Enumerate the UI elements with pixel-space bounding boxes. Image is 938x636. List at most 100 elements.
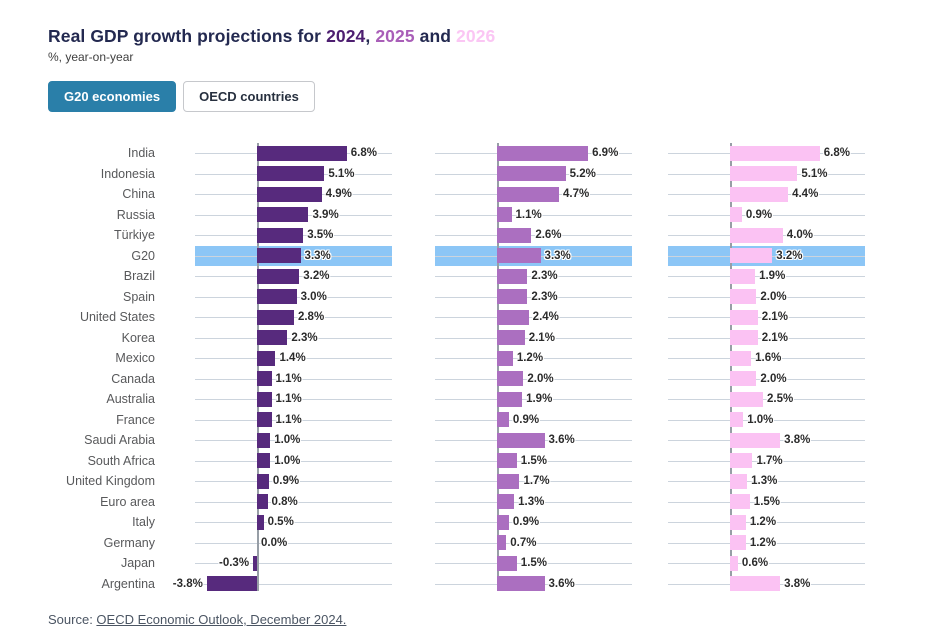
- bar-2026: [730, 289, 757, 304]
- panel-2025: 6.9% 5.2% 4.7% 1.1% 2.6% 3.3% 2.3% 2.3% 2.4% 2.1%…: [435, 143, 632, 594]
- grid-line: [435, 296, 632, 298]
- grid-line: [668, 460, 865, 462]
- tab-bar: G20 economies OECD countries: [48, 81, 938, 112]
- value-label: 2.1%: [528, 331, 555, 344]
- grid-line: [668, 522, 865, 524]
- grid-line: [195, 501, 392, 503]
- value-label: 1.5%: [520, 454, 548, 467]
- grid-line: [668, 337, 865, 339]
- bar-2024: [257, 186, 322, 202]
- chart-row: 2.8%: [195, 307, 392, 328]
- value-label: 3.8%: [784, 434, 811, 446]
- chart-row: 5.1%: [195, 164, 392, 185]
- country-label: Australia: [106, 392, 155, 406]
- chart-row: 3.2%: [668, 246, 865, 267]
- value-label: 2.4%: [532, 311, 559, 323]
- title-year-2026: 2026: [456, 26, 496, 46]
- chart-row: 6.8%: [195, 143, 392, 164]
- value-label: 0.9%: [272, 475, 300, 487]
- country-label: Saudi Arabia: [84, 433, 155, 447]
- bar-2024: [257, 207, 309, 222]
- value-label: 2.0%: [760, 372, 787, 385]
- country-label: Mexico: [115, 351, 155, 365]
- chart-row: 4.7%: [435, 184, 632, 205]
- value-label: 2.1%: [761, 331, 788, 344]
- chart-row: 1.1%: [195, 369, 392, 390]
- value-label: 1.3%: [751, 475, 778, 487]
- grid-line: [435, 481, 632, 483]
- value-label: 3.5%: [307, 229, 334, 241]
- chart-row: 3.9%: [195, 205, 392, 226]
- value-label: 1.9%: [759, 270, 786, 282]
- bar-2024: [257, 166, 325, 181]
- chart-row: 2.0%: [668, 287, 865, 308]
- grid-line: [668, 378, 865, 380]
- country-label: China: [122, 187, 155, 201]
- chart-row: 3.6%: [435, 430, 632, 451]
- chart-row: 1.3%: [435, 492, 632, 513]
- chart-row: 0.7%: [435, 533, 632, 554]
- source-link[interactable]: OECD Economic Outlook, December 2024.: [96, 612, 347, 627]
- country-label: Brazil: [123, 269, 155, 283]
- value-label: 3.6%: [548, 577, 575, 590]
- country-label: Argentina: [101, 576, 155, 591]
- grid-line: [195, 440, 392, 442]
- chart-row: 2.0%: [668, 369, 865, 390]
- tab-g20-economies[interactable]: G20 economies: [48, 81, 177, 112]
- bar-2026: [730, 453, 753, 468]
- value-label: 5.2%: [569, 167, 596, 180]
- bar-2025: [497, 391, 523, 407]
- value-label: 3.2%: [303, 270, 330, 282]
- grid-line: [435, 563, 632, 565]
- chart-row: 3.3%: [195, 246, 392, 267]
- value-label: 1.1%: [275, 372, 302, 385]
- value-label: 0.7%: [510, 536, 537, 549]
- value-label: 2.3%: [531, 290, 558, 303]
- bar-2026: [730, 576, 781, 591]
- value-label: 2.0%: [760, 290, 787, 303]
- title-separator-and: and: [414, 26, 457, 46]
- bar-2024: [206, 576, 257, 591]
- tab-oecd-countries[interactable]: OECD countries: [183, 81, 315, 112]
- value-label: 5.1%: [801, 167, 828, 180]
- chart-row: 1.2%: [435, 348, 632, 369]
- grid-line: [668, 317, 865, 319]
- grid-line: [195, 419, 392, 421]
- grid-line: [668, 542, 865, 544]
- value-label: 6.9%: [592, 147, 619, 159]
- grid-line: [435, 522, 632, 524]
- country-label-column: India Indonesia China Russia Türkiye G20 Brazi…: [48, 143, 155, 594]
- bar-2025: [497, 494, 515, 509]
- bar-2025: [497, 412, 509, 427]
- country-label: France: [116, 412, 155, 427]
- value-label: -0.3%: [219, 557, 250, 569]
- chart-row: 1.1%: [435, 205, 632, 226]
- bar-2026: [730, 350, 752, 366]
- chart-row: 2.3%: [435, 266, 632, 287]
- chart-row: 1.3%: [668, 471, 865, 492]
- country-label: Japan: [120, 556, 155, 570]
- grid-line: [195, 522, 392, 524]
- chart-row: 2.1%: [668, 307, 865, 328]
- grid-line: [195, 583, 392, 585]
- bar-2024: [257, 227, 304, 243]
- bar-2024: [257, 391, 272, 407]
- value-label: 3.6%: [548, 434, 575, 446]
- chart-row: 4.4%: [668, 184, 865, 205]
- grid-line: [195, 358, 392, 360]
- value-label: 0.0%: [261, 536, 288, 549]
- value-label: 1.7%: [523, 475, 550, 487]
- chart-row: 2.6%: [435, 225, 632, 246]
- bar-2026: [730, 412, 744, 427]
- value-label: 1.5%: [520, 557, 548, 569]
- chart-row: 2.0%: [435, 369, 632, 390]
- country-label: Euro area: [100, 494, 155, 509]
- chart-row: 0.9%: [668, 205, 865, 226]
- chart-row: 1.4%: [195, 348, 392, 369]
- grid-line: [668, 419, 865, 421]
- value-label: -3.8%: [172, 577, 203, 590]
- bar-2024: [253, 555, 257, 571]
- chart-row: 0.9%: [435, 410, 632, 431]
- bar-2025: [497, 166, 566, 181]
